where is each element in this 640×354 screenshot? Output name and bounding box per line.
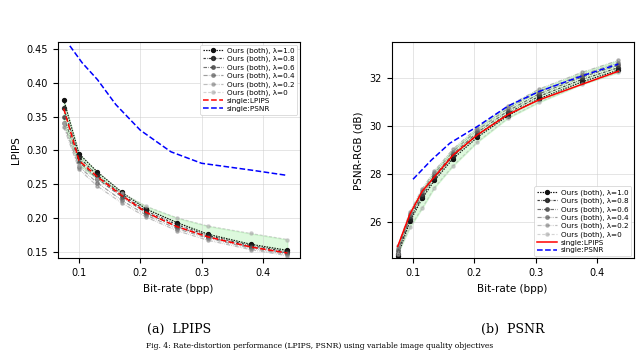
Text: (a)  LPIPS: (a) LPIPS	[147, 323, 211, 336]
X-axis label: Bit-rate (bpp): Bit-rate (bpp)	[143, 284, 214, 294]
X-axis label: Bit-rate (bpp): Bit-rate (bpp)	[477, 284, 548, 294]
Y-axis label: PSNR-RGB (dB): PSNR-RGB (dB)	[354, 111, 364, 190]
Legend: Ours (both), λ=1.0, Ours (both), λ=0.8, Ours (both), λ=0.6, Ours (both), λ=0.4, : Ours (both), λ=1.0, Ours (both), λ=0.8, …	[200, 45, 298, 114]
Text: (b)  PSNR: (b) PSNR	[481, 323, 545, 336]
Text: Fig. 4: Rate-distortion performance (LPIPS, PSNR) using variable image quality o: Fig. 4: Rate-distortion performance (LPI…	[147, 342, 493, 350]
Legend: Ours (both), λ=1.0, Ours (both), λ=0.8, Ours (both), λ=0.6, Ours (both), λ=0.4, : Ours (both), λ=1.0, Ours (both), λ=0.8, …	[534, 187, 632, 256]
Y-axis label: LPIPS: LPIPS	[11, 137, 20, 164]
